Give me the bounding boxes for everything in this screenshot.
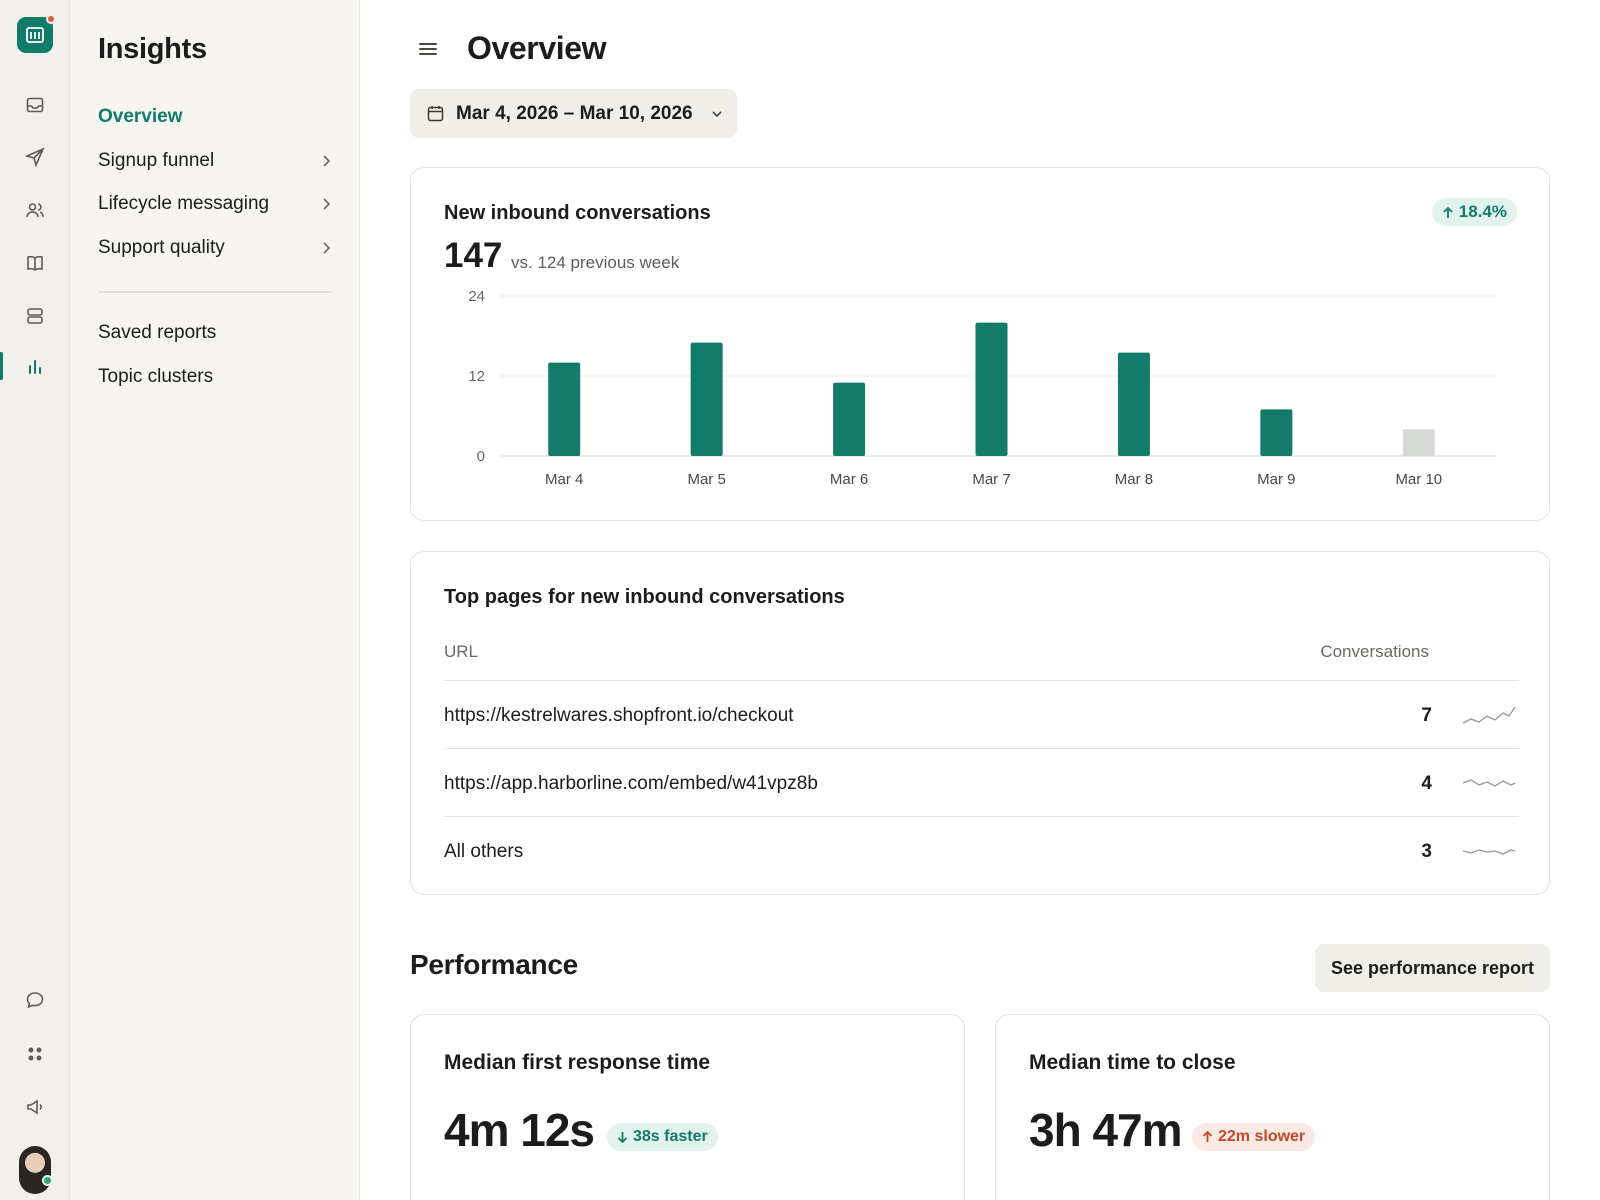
sparkline bbox=[1462, 779, 1516, 787]
see-performance-report-button[interactable]: See performance report bbox=[1315, 944, 1550, 992]
main-content: Overview Mar 4, 2026 – Mar 10, 2026 New … bbox=[361, 0, 1600, 1200]
metric-card-time-to-close: Median time to close 3h 47m 22m slower bbox=[995, 1014, 1550, 1200]
x-tick-label: Mar 5 bbox=[687, 471, 725, 488]
notification-dot bbox=[46, 14, 56, 24]
page-title: Overview bbox=[467, 30, 607, 66]
hamburger-menu-icon[interactable] bbox=[417, 38, 439, 60]
chevron-right-icon bbox=[323, 198, 331, 210]
arrow-down-icon bbox=[617, 1132, 628, 1143]
change-badge: 18.4% bbox=[1431, 198, 1517, 226]
nav-item-label: Support quality bbox=[98, 237, 225, 258]
nav-item-saved-reports[interactable]: Saved reports bbox=[98, 318, 332, 348]
metric-delta: 22m slower bbox=[1218, 1128, 1306, 1145]
chevron-right-icon bbox=[323, 242, 331, 254]
metric-value: 4m 12s bbox=[444, 1104, 595, 1156]
icon-rail bbox=[0, 0, 70, 1200]
sparkline bbox=[1462, 706, 1516, 724]
reports-chart-icon[interactable] bbox=[20, 352, 50, 382]
y-tick-label: 12 bbox=[468, 368, 485, 385]
chat-bubble-icon[interactable] bbox=[20, 985, 50, 1015]
metric-value: 3h 47m bbox=[1029, 1104, 1183, 1156]
bar-mar-7[interactable] bbox=[975, 322, 1008, 456]
metric-delta-badge: 38s faster bbox=[607, 1123, 718, 1151]
column-header-url: URL bbox=[444, 642, 479, 661]
nav-item-label: Topic clusters bbox=[98, 366, 214, 387]
conversation-count: 4 bbox=[1421, 773, 1432, 794]
nav-item-topic-clusters[interactable]: Topic clusters bbox=[98, 362, 332, 392]
metric-card-first-response: Median first response time 4m 12s 38s fa… bbox=[410, 1014, 965, 1200]
x-tick-label: Mar 9 bbox=[1257, 471, 1295, 488]
app-logo-icon[interactable] bbox=[17, 14, 56, 53]
metric-title: Median first response time bbox=[444, 1051, 711, 1074]
x-tick-label: Mar 4 bbox=[545, 471, 583, 488]
rail-active-indicator bbox=[0, 352, 3, 380]
nav-item-lifecycle-messaging[interactable]: Lifecycle messaging bbox=[98, 189, 332, 219]
book-icon[interactable] bbox=[20, 248, 50, 278]
nav-item-label: Overview bbox=[98, 106, 183, 127]
y-tick-label: 24 bbox=[468, 288, 485, 305]
chevron-right-icon bbox=[323, 155, 331, 167]
announcement-icon[interactable] bbox=[20, 1092, 50, 1122]
x-tick-label: Mar 8 bbox=[1115, 471, 1153, 488]
x-tick-label: Mar 6 bbox=[830, 471, 868, 488]
table-row[interactable]: https://app.harborline.com/embed/w41vpz8… bbox=[444, 748, 1519, 816]
page-url: All others bbox=[444, 841, 524, 862]
send-icon[interactable] bbox=[20, 142, 50, 172]
inbound-conversations-card: New inbound conversations 18.4% 147 vs. … bbox=[410, 167, 1550, 521]
page-url: https://app.harborline.com/embed/w41vpz8… bbox=[444, 773, 818, 794]
nav-item-label: Saved reports bbox=[98, 322, 217, 343]
calendar-icon bbox=[427, 106, 444, 122]
metric-title: Median time to close bbox=[1029, 1051, 1236, 1074]
chevron-down-icon bbox=[712, 110, 722, 117]
card-title: New inbound conversations bbox=[444, 202, 711, 224]
total-count: 147 bbox=[444, 236, 503, 275]
nav-item-overview[interactable]: Overview bbox=[98, 102, 332, 132]
inbox-icon[interactable] bbox=[20, 90, 50, 120]
insights-nav-panel: Insights Overview Signup funnel Lifecycl… bbox=[70, 0, 360, 1200]
nav-item-label: Signup funnel bbox=[98, 150, 215, 171]
column-header-conversations: Conversations bbox=[1320, 642, 1429, 661]
online-status-dot bbox=[42, 1175, 53, 1186]
nav-title: Insights bbox=[98, 33, 207, 65]
table-row[interactable]: All others 3 bbox=[444, 816, 1519, 884]
performance-heading: Performance bbox=[410, 949, 578, 980]
nav-item-signup-funnel[interactable]: Signup funnel bbox=[98, 146, 332, 176]
bar-mar-10[interactable] bbox=[1402, 429, 1435, 456]
conversation-count: 3 bbox=[1421, 841, 1432, 862]
metric-delta: 38s faster bbox=[633, 1128, 708, 1145]
card-title: Top pages for new inbound conversations bbox=[444, 586, 845, 608]
bar-mar-8[interactable] bbox=[1117, 352, 1150, 456]
conversation-count: 7 bbox=[1421, 705, 1432, 726]
x-tick-label: Mar 10 bbox=[1395, 471, 1442, 488]
bar-mar-4[interactable] bbox=[548, 362, 581, 456]
bar-mar-9[interactable] bbox=[1260, 409, 1293, 456]
x-tick-label: Mar 7 bbox=[972, 471, 1010, 488]
arrow-up-icon bbox=[1443, 206, 1453, 218]
page-url: https://kestrelwares.shopfront.io/checko… bbox=[444, 705, 794, 726]
comparison-text: vs. 124 previous week bbox=[511, 253, 680, 272]
user-avatar[interactable] bbox=[19, 1146, 53, 1194]
table-row[interactable]: https://kestrelwares.shopfront.io/checko… bbox=[444, 680, 1519, 748]
bar-mar-5[interactable] bbox=[690, 342, 723, 456]
contacts-icon[interactable] bbox=[20, 195, 50, 225]
stack-icon[interactable] bbox=[20, 301, 50, 331]
nav-item-label: Lifecycle messaging bbox=[98, 193, 270, 214]
bar-mar-6[interactable] bbox=[833, 382, 866, 456]
apps-grid-icon[interactable] bbox=[20, 1039, 50, 1069]
y-tick-label: 0 bbox=[477, 448, 485, 465]
date-range-label: Mar 4, 2026 – Mar 10, 2026 bbox=[456, 102, 693, 124]
metric-delta-badge: 22m slower bbox=[1192, 1123, 1316, 1151]
arrow-up-icon bbox=[1202, 1131, 1213, 1142]
date-range-picker[interactable]: Mar 4, 2026 – Mar 10, 2026 bbox=[410, 89, 737, 138]
nav-item-support-quality[interactable]: Support quality bbox=[98, 233, 332, 263]
change-value: 18.4% bbox=[1458, 202, 1507, 221]
nav-divider bbox=[98, 291, 332, 293]
top-pages-card: Top pages for new inbound conversations … bbox=[410, 551, 1550, 895]
inbound-bar-chart: 0 12 24 Mar 4 Mar 5 Mar 6 Mar 7 Mar 8 Mar 9 Mar 1… bbox=[468, 288, 1496, 488]
sparkline bbox=[1462, 849, 1516, 855]
